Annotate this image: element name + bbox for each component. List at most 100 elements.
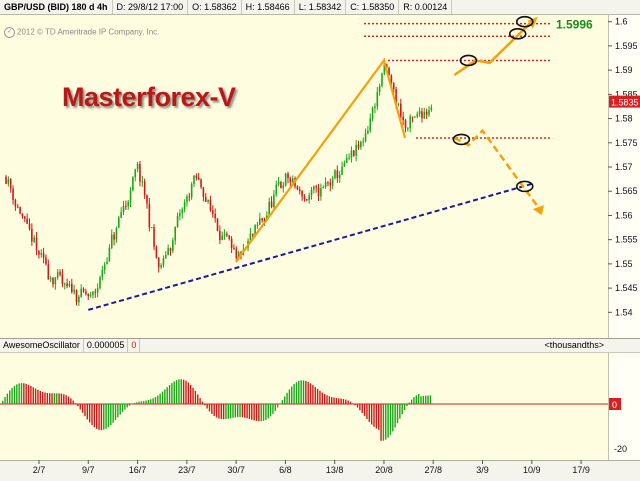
oscillator-bar [128, 404, 131, 406]
oscillator-bar [314, 386, 316, 404]
candle-body [148, 203, 151, 228]
candle-body [122, 205, 125, 213]
copyright-icon: ✓ [4, 27, 15, 38]
target-price-label: 1.5996 [556, 18, 593, 32]
oscillator-bar [44, 392, 46, 404]
candle-body [291, 178, 294, 183]
oscillator-bar [2, 400, 4, 404]
oscillator-bar [121, 404, 124, 412]
oscillator-bar [396, 404, 399, 424]
candle-body [162, 258, 165, 266]
candle-body [63, 283, 66, 285]
oscillator-bar [131, 404, 133, 405]
oscillator-bar [425, 395, 427, 404]
oscillator-bar [105, 404, 107, 429]
brand-watermark: Masterforex-V [62, 82, 236, 112]
candle-body [143, 181, 146, 196]
candle-body [103, 264, 106, 270]
oscillator-bar [295, 382, 298, 404]
candle-body [221, 235, 223, 241]
oscillator-bar [154, 397, 157, 404]
candle-body [216, 218, 219, 231]
price-tick-label: 1.57 [615, 162, 633, 172]
oscillator-bar [237, 404, 239, 418]
candle-body [31, 228, 33, 242]
candle-body [125, 205, 127, 207]
oscillator-bar [241, 404, 244, 418]
oscillator-bar [234, 404, 237, 418]
candle-body [348, 157, 350, 159]
date-tick-label: 30/7 [227, 465, 245, 475]
oscillator-value: 0.000005 [84, 339, 129, 352]
candle-body [374, 106, 376, 109]
oscillator-bar [255, 404, 258, 421]
candle-body [118, 217, 120, 228]
candle-body [75, 289, 78, 303]
oscillator-bar [208, 404, 211, 412]
oscillator-name[interactable]: AwesomeOscillator [0, 339, 84, 352]
candle-body [71, 283, 73, 293]
candle-body [99, 277, 101, 289]
oscillator-bar [349, 401, 352, 404]
candle-body [226, 233, 228, 236]
candle-body [233, 247, 235, 249]
candle-body [411, 116, 414, 118]
oscillator-bar [60, 393, 63, 404]
candle-body [306, 199, 308, 201]
open-readout: O: 1.58362 [188, 0, 242, 14]
oscillator-bar [309, 383, 312, 404]
symbol-label[interactable]: GBP/USD (BID) 180 d 4h [0, 0, 113, 14]
candle-body [345, 157, 348, 163]
oscillator-bar [77, 404, 79, 407]
oscillator-bar [286, 392, 288, 404]
oscillator-bar [20, 383, 23, 404]
candle-body [329, 182, 332, 186]
oscillator-zero-label: 0 [612, 400, 617, 410]
candle-body [273, 194, 275, 208]
price-tick-label: 1.545 [615, 283, 638, 293]
oscillator-bar [352, 403, 354, 404]
candle-body [127, 201, 129, 207]
candle-body [418, 111, 421, 115]
oscillator-bar [140, 401, 143, 404]
candle-body [153, 227, 155, 247]
oscillator-bar [194, 390, 197, 404]
candle-body [174, 227, 176, 241]
candle-body [16, 206, 19, 208]
oscillator-bar [272, 404, 274, 414]
oscillator-bar [180, 379, 182, 404]
oscillator-bar [171, 383, 173, 404]
candle-body [80, 288, 82, 297]
candle-body [78, 296, 80, 303]
candle-body [14, 199, 17, 207]
oscillator-bar [333, 397, 335, 404]
date-tick-label: 10/9 [523, 465, 541, 475]
oscillator-bar [157, 395, 159, 404]
candle-body [395, 89, 397, 104]
candle-body [376, 91, 379, 107]
candle-body [115, 227, 118, 240]
oscillator-bar [93, 404, 96, 428]
oscillator-bar [422, 395, 425, 404]
oscillator-bar [302, 380, 305, 404]
oscillator-bar [197, 394, 199, 404]
oscillator-bar [11, 387, 13, 404]
candle-body [369, 118, 372, 131]
oscillator-bar [401, 404, 403, 415]
candle-body [402, 116, 404, 121]
candle-body [228, 235, 231, 239]
oscillator-bar [103, 404, 105, 430]
oscillator-bar [281, 400, 284, 404]
oscillator-bar [375, 404, 378, 429]
oscillator-bar [232, 404, 234, 418]
oscillator-bar [298, 380, 300, 404]
candle-body [289, 178, 292, 183]
oscillator-bar [39, 390, 41, 404]
oscillator-bar [25, 383, 27, 404]
candle-body [157, 257, 160, 268]
candle-body [68, 283, 71, 287]
oscillator-bar [187, 382, 190, 404]
current-price-label: 1.5835 [611, 98, 639, 108]
oscillator-bar [260, 404, 262, 422]
